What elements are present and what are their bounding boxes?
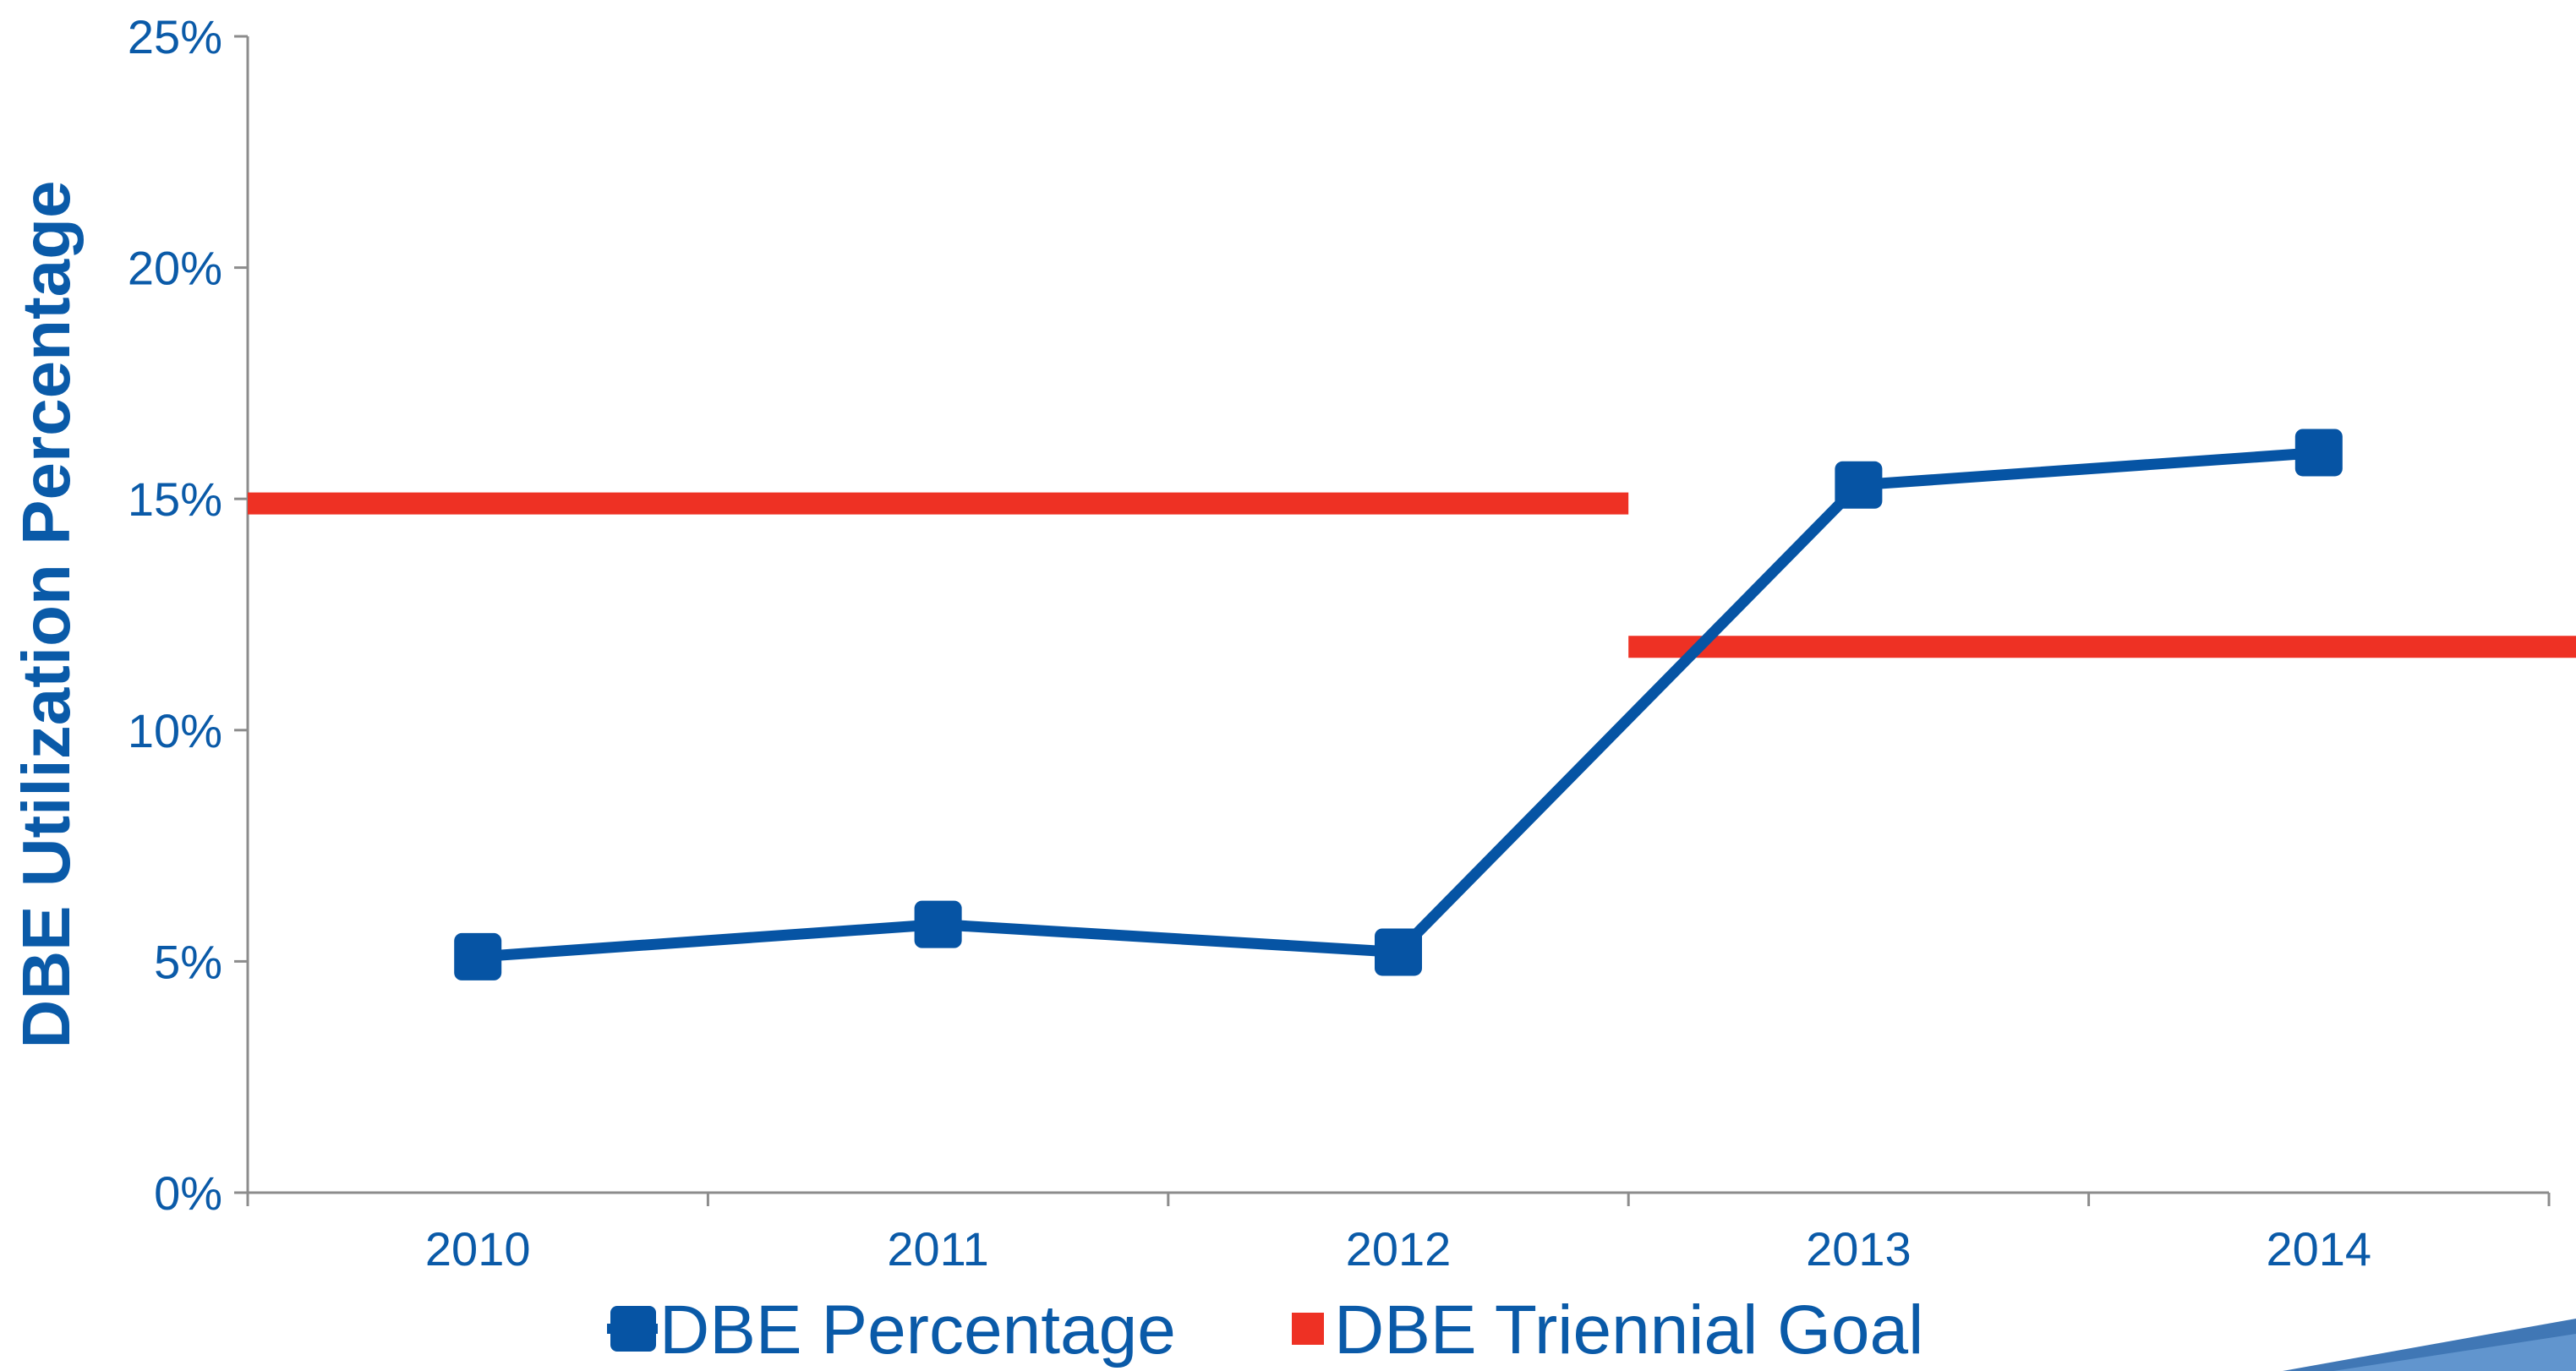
legend-item-dbe-triennial-goal: DBE Triennial Goal (1292, 1292, 1923, 1368)
y-tick-label: 5% (154, 935, 222, 988)
series-markers (454, 429, 2343, 980)
y-tick-label: 10% (128, 704, 222, 757)
x-axis-ticks: 2010 2011 2012 2013 2014 (246, 1193, 2551, 1275)
y-tick-label: 0% (154, 1166, 222, 1220)
x-tick-label: 2013 (1806, 1222, 1911, 1275)
y-tick-label: 20% (128, 242, 222, 295)
y-axis-title: DBE Utilization Percentage (8, 181, 84, 1049)
series-point (914, 900, 962, 948)
legend-item-dbe-percentage: DBE Percentage (607, 1292, 1176, 1368)
x-tick-label: 2011 (887, 1222, 988, 1275)
series-point (454, 932, 502, 980)
y-tick-label: 25% (128, 10, 222, 63)
series-lines (477, 446, 2320, 963)
legend-label-dbe-triennial-goal: DBE Triennial Goal (1334, 1292, 1923, 1368)
legend-swatch-goal (1292, 1313, 1324, 1345)
legend: DBE Percentage DBE Triennial Goal (607, 1292, 1923, 1368)
x-tick-label: 2012 (1346, 1222, 1452, 1275)
axes (246, 36, 2549, 1194)
goal-lines (248, 492, 2576, 658)
series-point (1375, 928, 1422, 976)
y-tick-label: 15% (128, 472, 222, 526)
y-axis-ticks: 0% 5% 10% 15% 20% 25% (128, 10, 248, 1220)
corner-decoration (2283, 1319, 2576, 1371)
legend-label-dbe-percentage: DBE Percentage (659, 1292, 1176, 1368)
series-line-dbe-percentage (477, 446, 2320, 963)
legend-swatch-marker (610, 1306, 656, 1352)
series-point (1835, 461, 1883, 509)
x-tick-label: 2010 (425, 1222, 531, 1275)
series-point (2294, 429, 2343, 477)
x-tick-label: 2014 (2267, 1222, 2372, 1275)
